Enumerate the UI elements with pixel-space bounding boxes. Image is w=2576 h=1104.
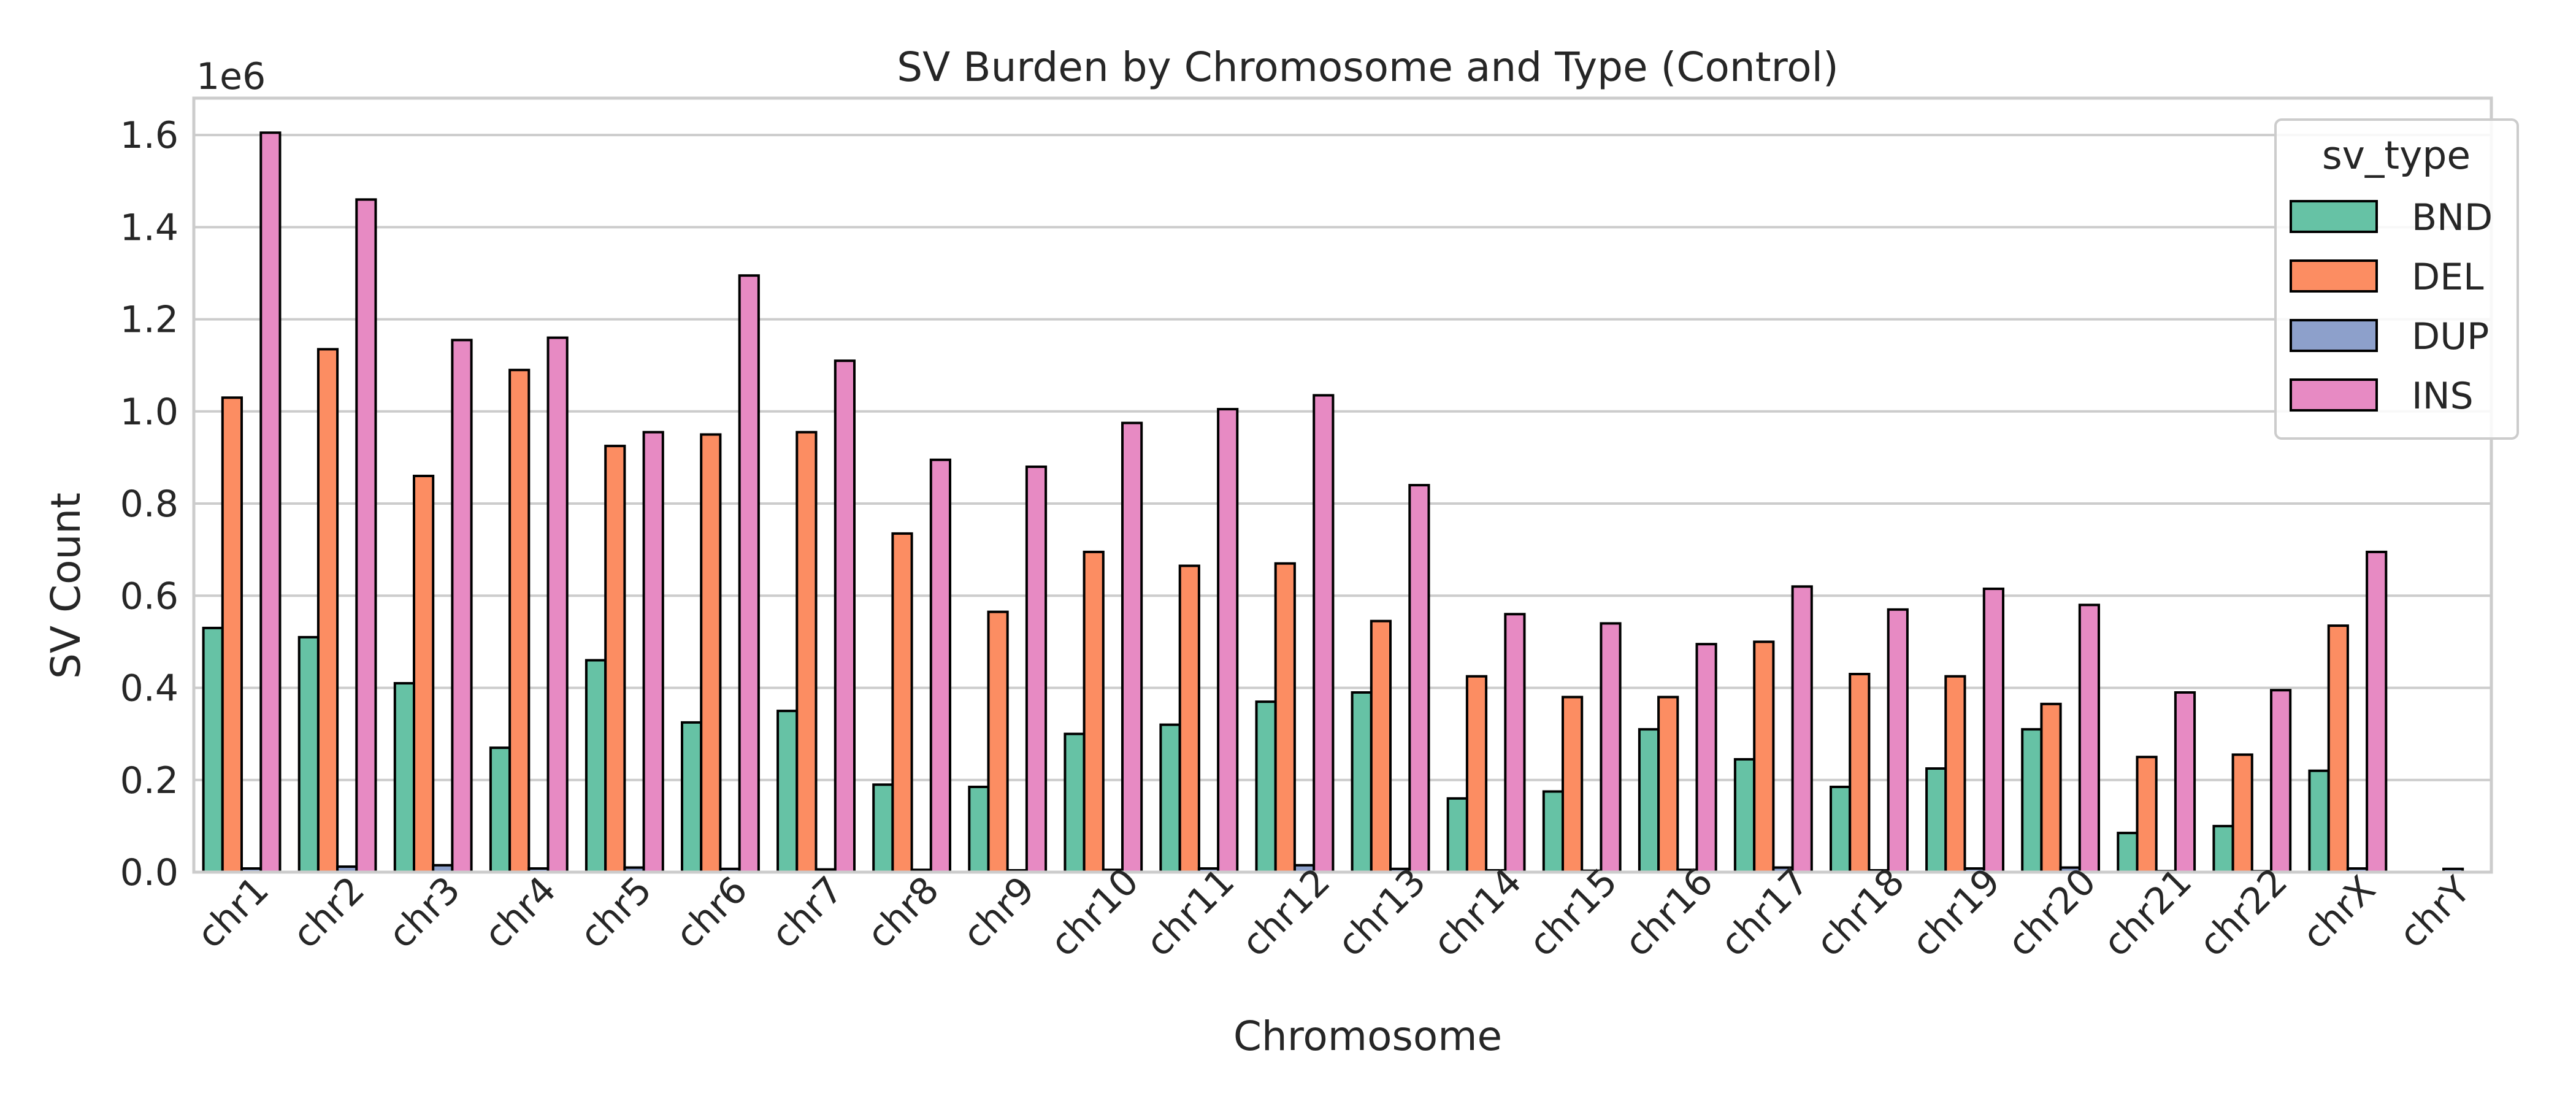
bar-ins-chr21 — [2174, 691, 2196, 873]
bar-del-chrX — [2327, 624, 2349, 873]
bar-ins-chr16 — [1695, 643, 1717, 873]
bar-del-chr18 — [1849, 673, 1871, 873]
legend-label-del: DEL — [2412, 256, 2484, 299]
bar-del-chr6 — [700, 433, 722, 873]
x-axis-title: Chromosome — [1233, 1013, 1502, 1060]
bar-del-chr16 — [1657, 696, 1679, 873]
bar-del-chr20 — [2040, 702, 2062, 874]
y-tick-label: 1.2 — [120, 299, 178, 342]
bar-del-chr14 — [1465, 675, 1488, 873]
bar-ins-chr8 — [929, 458, 952, 873]
bar-ins-chr19 — [1982, 588, 2005, 873]
bar-ins-chr18 — [1887, 608, 1909, 873]
legend-label-dup: DUP — [2412, 315, 2489, 358]
bar-del-chr2 — [316, 348, 339, 873]
bar-ins-chr6 — [738, 274, 760, 873]
legend-label-bnd: BND — [2412, 196, 2493, 239]
legend-swatch-del — [2290, 259, 2378, 293]
bar-ins-chr4 — [546, 336, 569, 873]
legend-swatch-bnd — [2290, 200, 2378, 233]
bar-ins-chr22 — [2270, 689, 2292, 874]
bar-bnd-chr11 — [1159, 723, 1181, 873]
y-tick-label: 0.4 — [120, 667, 178, 710]
legend-items: BND DEL DUP INS — [2290, 196, 2493, 418]
bar-bnd-chr10 — [1064, 732, 1086, 873]
legend-title: sv_type — [2322, 133, 2471, 178]
bar-bnd-chr12 — [1255, 700, 1277, 873]
bar-ins-chr15 — [1600, 622, 1622, 874]
y-axis-title: SV Count — [42, 493, 90, 679]
legend-swatch-dup — [2290, 319, 2378, 352]
bar-ins-chr12 — [1313, 394, 1335, 873]
bar-ins-chr13 — [1408, 484, 1430, 873]
bar-ins-chr1 — [259, 131, 282, 873]
bar-ins-chr5 — [642, 431, 664, 873]
bar-ins-chr17 — [1791, 585, 1813, 873]
bar-bnd-chr7 — [776, 710, 799, 873]
bar-del-chr19 — [1944, 675, 1966, 873]
y-tick-label: 0.8 — [120, 483, 178, 526]
bar-bnd-chr22 — [2212, 824, 2234, 874]
y-tick-label: 0.2 — [120, 759, 178, 802]
bar-bnd-chr21 — [2117, 832, 2139, 873]
bar-bnd-chr16 — [1638, 728, 1660, 873]
bar-del-chr1 — [221, 396, 243, 873]
bar-ins-chr14 — [1504, 613, 1526, 873]
y-tick-labels: 0.0 0.2 0.4 0.6 0.8 1.0 1.2 1.4 1.6 — [120, 114, 178, 894]
y-tick-label: 1.4 — [120, 206, 178, 249]
bar-del-chr4 — [508, 369, 531, 873]
bar-del-chr21 — [2136, 756, 2158, 873]
bar-del-chr3 — [413, 475, 435, 873]
bar-bnd-chr17 — [1733, 758, 1756, 873]
bar-bnd-chr6 — [681, 721, 703, 874]
legend-label-ins: INS — [2412, 375, 2474, 418]
bar-bnd-chr1 — [202, 626, 224, 874]
bar-ins-chr20 — [2078, 604, 2101, 873]
bar-bnd-chr5 — [585, 659, 607, 873]
bar-ins-chr9 — [1025, 466, 1048, 873]
bar-bnd-chr9 — [968, 786, 990, 873]
y-tick-label: 0.0 — [120, 851, 178, 894]
bar-bnd-chr20 — [2021, 728, 2043, 873]
y-tick-label: 0.6 — [120, 575, 178, 618]
bar-bnd-chr3 — [393, 682, 415, 873]
bar-bnd-chr15 — [1542, 790, 1565, 873]
bar-ins-chr2 — [355, 198, 377, 873]
bar-bnd-chr2 — [297, 635, 320, 874]
bar-del-chr8 — [891, 532, 913, 873]
bar-del-chr7 — [795, 431, 818, 873]
bar-del-chr13 — [1370, 619, 1392, 873]
bar-ins-chrX — [2366, 550, 2388, 873]
bar-del-chr9 — [987, 610, 1009, 873]
bar-del-chr17 — [1753, 640, 1775, 874]
bar-bnd-chr13 — [1351, 691, 1373, 873]
bar-ins-chr7 — [834, 359, 856, 873]
chart-title: SV Burden by Chromosome and Type (Contro… — [897, 44, 1838, 91]
y-tick-label: 1.0 — [120, 391, 178, 434]
bar-del-chr22 — [2231, 753, 2253, 874]
bar-bnd-chr18 — [1830, 786, 1852, 873]
bar-del-chr11 — [1178, 564, 1200, 873]
bar-ins-chr3 — [451, 339, 473, 873]
legend-swatch-ins — [2290, 378, 2378, 412]
plot-frame — [192, 96, 2493, 874]
bar-bnd-chr4 — [489, 746, 512, 873]
legend-frame — [2274, 118, 2519, 440]
y-offset-label: 1e6 — [196, 55, 266, 98]
bar-del-chr12 — [1274, 562, 1296, 873]
bar-del-chr15 — [1562, 696, 1584, 873]
bar-ins-chr10 — [1121, 421, 1143, 873]
bar-bnd-chr14 — [1446, 797, 1468, 874]
legend: sv_type BND DEL DUP INS — [2274, 118, 2519, 440]
bar-bnd-chr19 — [1925, 767, 1947, 873]
bar-bnd-chr8 — [872, 783, 894, 874]
bar-ins-chr11 — [1217, 408, 1239, 873]
bar-del-chr10 — [1083, 550, 1105, 873]
bar-del-chr5 — [604, 445, 626, 873]
y-tick-label: 1.6 — [120, 114, 178, 157]
bar-bnd-chrX — [2308, 769, 2330, 873]
